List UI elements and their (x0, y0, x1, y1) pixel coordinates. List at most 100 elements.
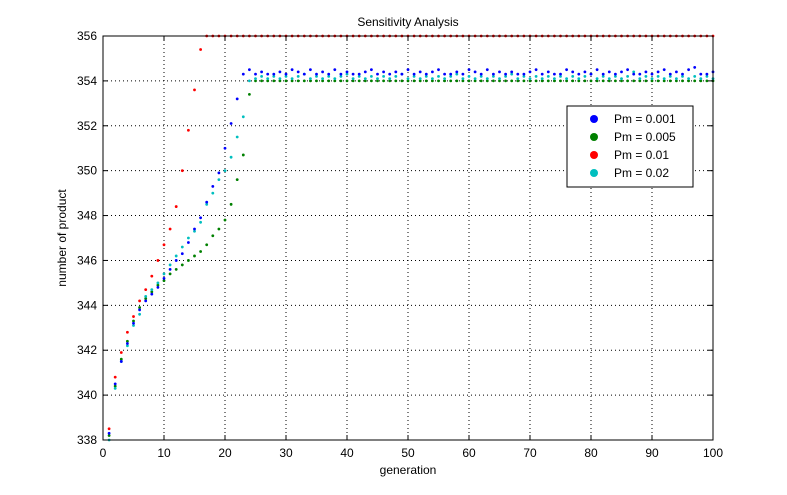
data-point (193, 88, 196, 92)
data-point (211, 234, 215, 238)
data-point (626, 79, 629, 83)
data-point (241, 72, 245, 76)
data-point (156, 285, 160, 289)
data-point (504, 75, 507, 78)
y-tick-label: 348 (77, 209, 97, 223)
data-point (699, 77, 703, 81)
data-point (290, 68, 294, 72)
data-point (351, 72, 355, 76)
data-point (248, 79, 251, 83)
data-point (571, 75, 575, 78)
data-point (406, 77, 410, 81)
data-point (400, 79, 404, 83)
data-point (705, 79, 709, 83)
data-point (394, 79, 398, 83)
data-point (217, 171, 221, 175)
data-point (522, 72, 526, 76)
data-point (431, 77, 434, 81)
data-point (418, 77, 422, 81)
data-point (699, 72, 703, 76)
data-point (187, 259, 190, 262)
data-point (241, 153, 245, 157)
data-point (601, 75, 605, 78)
data-point (132, 315, 135, 318)
legend-label: Pm = 0.001 (614, 112, 676, 126)
data-point (370, 79, 373, 83)
data-point (144, 299, 148, 303)
data-point (248, 92, 251, 96)
data-point (150, 292, 154, 296)
data-point (266, 72, 270, 76)
data-point (162, 272, 166, 276)
data-point (504, 79, 507, 83)
data-point (376, 72, 379, 76)
data-point (333, 77, 337, 81)
data-point (382, 70, 385, 74)
y-tick-label: 352 (77, 119, 97, 133)
data-point (479, 72, 483, 76)
data-point (553, 79, 556, 83)
data-point (376, 79, 379, 83)
data-point (693, 66, 697, 69)
data-point (424, 79, 428, 83)
ticks: 0 10 20 30 40 50 60 70 80 90 100 338 340 342 344 346 348… (77, 29, 723, 460)
data-point (406, 79, 410, 83)
data-point (144, 294, 148, 298)
data-point (534, 68, 538, 72)
x-tick-label: 70 (523, 446, 537, 460)
data-point (132, 321, 135, 325)
data-point (565, 79, 568, 83)
data-point (626, 68, 629, 72)
data-point (272, 72, 276, 76)
data-point (534, 75, 538, 78)
x-tick-label: 20 (218, 446, 232, 460)
x-tick-label: 30 (279, 446, 293, 460)
data-point (211, 184, 215, 188)
data-point (363, 70, 367, 74)
legend: Pm = 0.001 Pm = 0.005 Pm = 0.01 Pm = 0.02 (566, 105, 694, 188)
x-tick-label: 0 (100, 446, 107, 460)
data-point (449, 72, 453, 76)
data-point (516, 77, 520, 81)
data-point (327, 75, 331, 78)
data-point (254, 79, 257, 83)
data-point (345, 72, 349, 76)
data-point (479, 75, 483, 78)
data-point (510, 72, 514, 76)
data-point (461, 77, 465, 81)
data-point (193, 229, 196, 233)
data-point (473, 79, 477, 83)
data-point (187, 241, 190, 244)
data-point (424, 75, 428, 78)
y-tick-label: 340 (77, 388, 97, 402)
data-point (278, 70, 282, 74)
data-point (144, 297, 148, 300)
data-point (668, 79, 672, 83)
data-point (211, 191, 215, 195)
data-point (174, 205, 178, 208)
data-point (705, 75, 709, 78)
data-point (681, 72, 684, 76)
data-point (113, 375, 117, 379)
data-point (607, 79, 611, 83)
data-point (168, 227, 172, 231)
data-point (638, 77, 642, 81)
data-point (656, 70, 660, 74)
data-point (315, 75, 318, 78)
x-tick-label: 10 (157, 446, 171, 460)
data-point (485, 77, 489, 81)
data-point (388, 72, 392, 76)
data-point (382, 79, 385, 83)
data-point (199, 216, 203, 220)
data-point (644, 79, 648, 83)
data-point (284, 75, 288, 78)
data-point (461, 72, 465, 76)
y-axis-label: number of product (55, 189, 69, 287)
data-point (382, 75, 385, 78)
data-point (693, 75, 697, 78)
data-point (632, 79, 636, 83)
data-point (357, 72, 361, 76)
data-point (357, 75, 361, 78)
data-point (650, 72, 654, 76)
data-point (589, 79, 593, 83)
